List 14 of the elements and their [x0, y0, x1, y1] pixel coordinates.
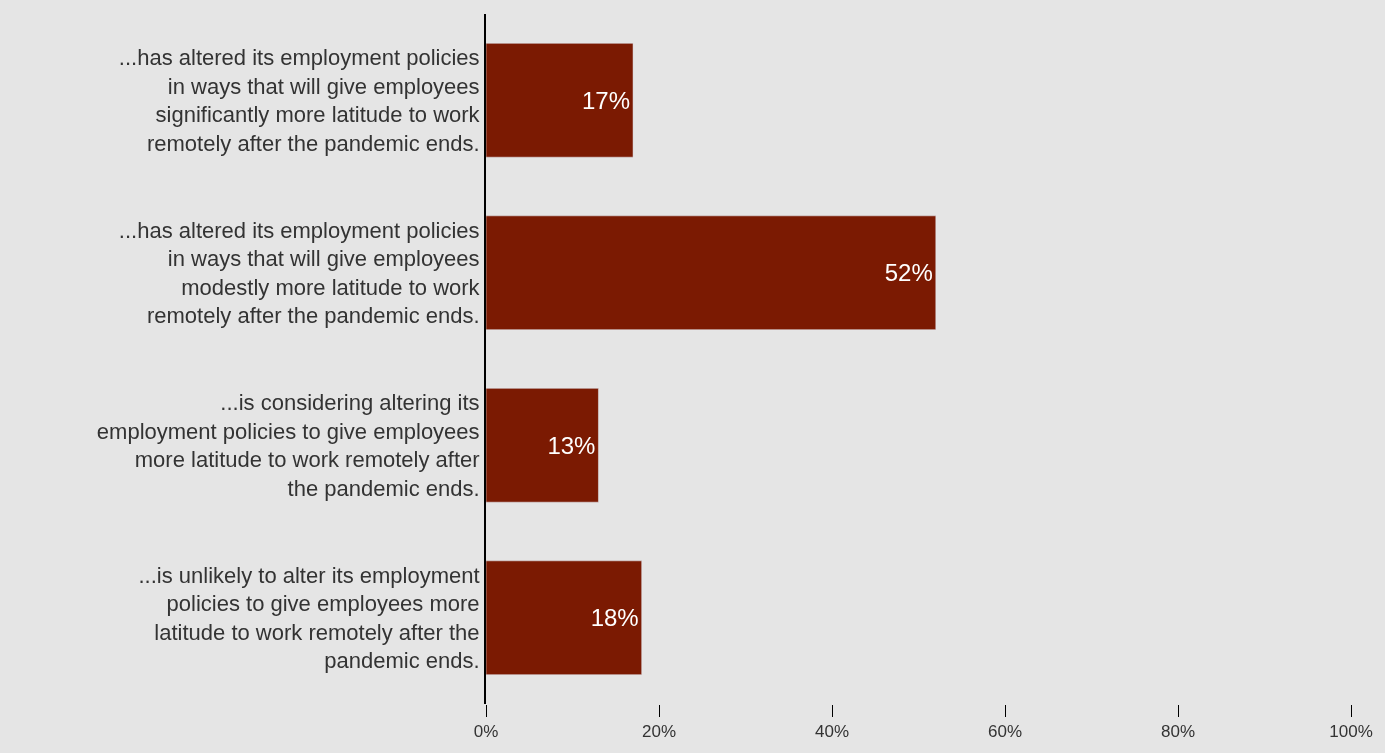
data-label: 13%	[547, 431, 596, 459]
x-tick-label: 80%	[1160, 722, 1196, 742]
x-tick-label: 60%	[987, 722, 1023, 742]
x-tick-label: 20%	[641, 722, 677, 742]
y-tick-label: ...is considering altering its employment policies to give employees more latitude to work remotely after the pandemic ends.	[96, 390, 480, 501]
x-tick-label: 40%	[814, 722, 850, 742]
y-tick-label: ...has altered its employment policies in ways that will give employees modestly more latitude to work remotely after the pandemic ends.	[118, 217, 481, 329]
x-tick-label: 100%	[1329, 722, 1373, 742]
data-label: 17%	[582, 86, 631, 114]
data-label: 52%	[884, 259, 933, 287]
y-tick-label: ...is unlikely to alter its employment policies to give employees more latitude to work remotely after the pandemic ends.	[138, 562, 480, 674]
data-label: 18%	[590, 604, 639, 632]
x-tick-label: 0%	[473, 722, 499, 742]
y-tick-label: ...has altered its employment policies in ways that will give employees significantly more latitude to work remotely after the pandemic ends.	[118, 45, 481, 156]
